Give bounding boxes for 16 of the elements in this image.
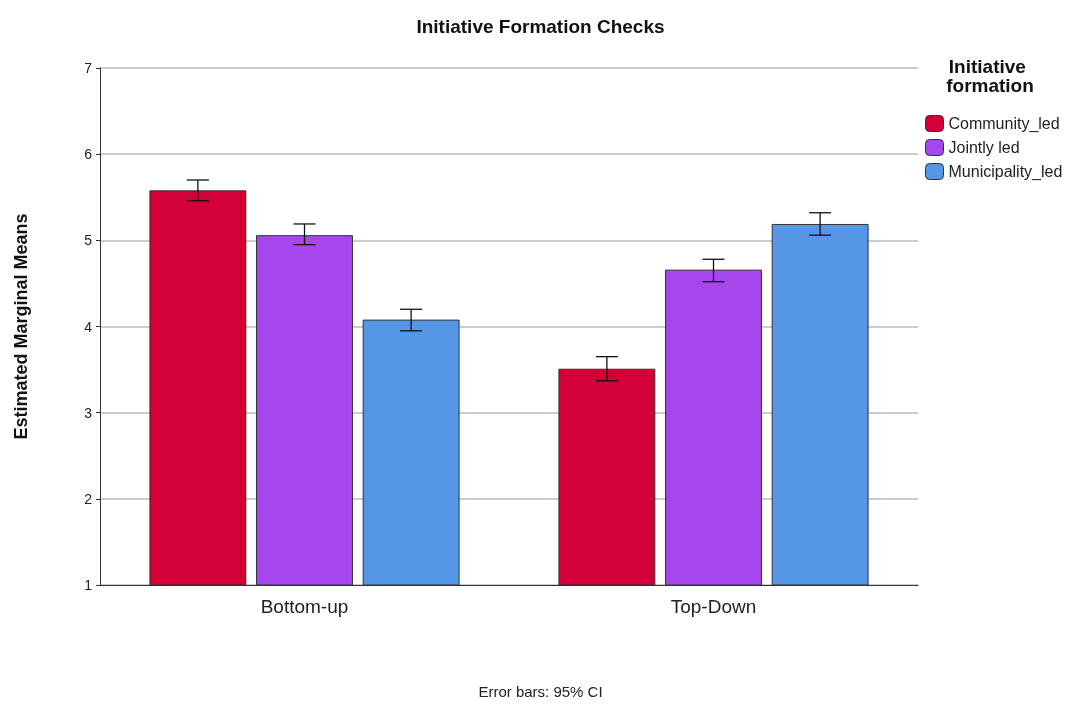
x-tick-label: Bottom-up [260, 596, 349, 617]
y-tick-label: 7 [84, 60, 93, 76]
y-tick-label: 3 [84, 404, 93, 421]
y-tick-label: 1 [84, 577, 93, 593]
chart-title: Initiative Formation Checks [416, 16, 665, 37]
y-axis-title: Estimated Marginal Means [11, 213, 31, 440]
legend-label: Municipality_led [948, 163, 1063, 181]
text: Error bars: 95% CI [478, 683, 603, 700]
legend-label: Jointly led [948, 139, 1020, 156]
y-tick-label: 2 [84, 490, 93, 507]
y-tick-label: 4 [84, 318, 93, 335]
y-tick-label: 5 [84, 232, 93, 249]
legend-label: Community_led [948, 115, 1060, 133]
y-tick-label: 6 [84, 146, 93, 163]
x-tick-label: Top-Down [670, 596, 757, 617]
legend-title: Initiative formation [946, 56, 1034, 96]
